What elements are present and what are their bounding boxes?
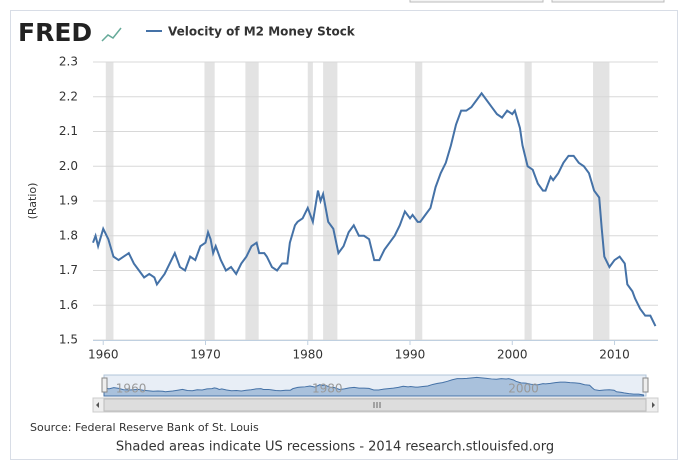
navigator-label: 1960 [116, 382, 147, 396]
y-tick-label: 2.2 [59, 89, 78, 103]
y-tick-label: 2.1 [59, 124, 78, 138]
scroll-grip [373, 402, 381, 408]
top-button[interactable] [551, 0, 665, 3]
y-axis-label: (Ratio) [26, 183, 39, 220]
x-tick-label: 2010 [599, 348, 630, 362]
x-tick-label: 1960 [88, 348, 119, 362]
nav-handle[interactable] [642, 377, 649, 393]
navigator-area [103, 376, 645, 397]
y-tick-label: 1.9 [59, 194, 78, 208]
source: Source: Federal Reserve Bank of St. Loui… [30, 421, 259, 434]
x-tick-label: 1980 [292, 348, 323, 362]
navigator-label: 2000 [508, 382, 539, 396]
y-tick-label: 1.5 [59, 333, 78, 347]
x-tick-label: 1970 [190, 348, 221, 362]
y-tick-label: 1.7 [59, 263, 78, 277]
footer: Shaded areas indicate US recessions - 20… [116, 440, 554, 455]
nav-handle[interactable] [101, 377, 108, 393]
y-tick-label: 1.6 [59, 298, 78, 312]
line-series [92, 91, 657, 327]
y-tick-label: 2.0 [59, 159, 78, 173]
legend-entry: Velocity of M2 Money Stock [168, 25, 356, 39]
navigator-label: 1980 [312, 382, 343, 396]
top-button[interactable] [409, 0, 544, 3]
x-tick-label: 1990 [395, 348, 426, 362]
brand: FRED [18, 18, 92, 47]
scrollbar-thumb[interactable] [103, 398, 647, 412]
x-tick-label: 2000 [497, 348, 528, 362]
y-tick-label: 1.8 [59, 228, 78, 242]
brand-icon [101, 27, 122, 42]
y-tick-label: 2.3 [59, 55, 78, 69]
